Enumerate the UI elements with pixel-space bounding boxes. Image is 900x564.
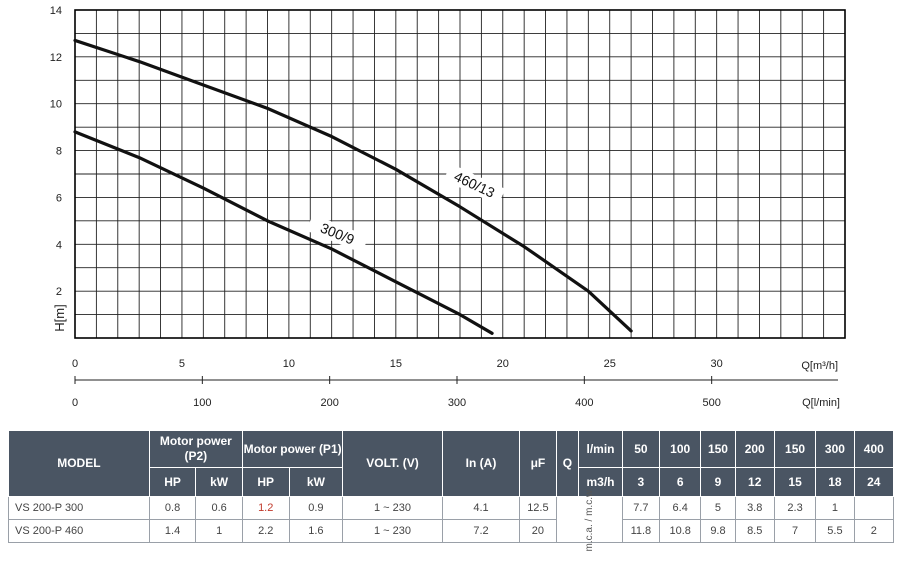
in-cell: 7.2	[441, 519, 521, 543]
volt-cell: 1 ~ 230	[342, 519, 443, 543]
y-tick-label: 6	[56, 192, 62, 204]
pump-curve-chart: 2 4 6 8 10 12 14 H[m] 0 5 10 15 20 25 30 Q[m³/h] 0 100 200…	[50, 5, 846, 409]
volt-header: VOLT. (V)	[342, 430, 443, 497]
hp-p1-header: HP	[241, 467, 290, 497]
m3h-value: 12	[734, 467, 775, 497]
motor-p2-header: Motor power (P2)	[148, 430, 243, 468]
x2-tick-label: 200	[320, 397, 338, 409]
y-tick-label: 10	[50, 99, 62, 111]
head-cell: 6.4	[658, 496, 702, 520]
table-header-row-2: HP kW HP kW m3/h 3 6 9 12 15 18 24	[9, 467, 895, 497]
m3h-value: 6	[658, 467, 702, 497]
hp1-cell: 1.2	[241, 496, 290, 520]
model-header: MODEL	[8, 430, 150, 497]
x-tick-label: 10	[283, 358, 295, 370]
kw-cell: 1	[195, 519, 243, 543]
m3h-value: 9	[700, 467, 736, 497]
curve-label-bg	[443, 163, 506, 206]
x-tick-label: 30	[711, 358, 723, 370]
lmin-label: l/min	[578, 430, 623, 468]
table-row: VS 200-P 300 0.8 0.6 1.2 0.9 1 ~ 230 4.1…	[8, 488, 895, 551]
x2-tick-label: 0	[72, 397, 78, 409]
model-cell: VS 200-P 300	[8, 496, 150, 520]
y-tick-label: 2	[56, 286, 62, 298]
unit-cell: m.c.a. / m.c.w.	[555, 488, 623, 551]
m3h-value: 3	[621, 467, 661, 497]
uf-cell: 20	[519, 519, 557, 543]
head-cell: 9.8	[700, 519, 736, 543]
y-axis-label: H[m]	[52, 304, 67, 331]
kw-p1-header: kW	[288, 467, 344, 497]
x-axis-label: Q[m³/h]	[801, 360, 838, 372]
head-cell: 7.7	[621, 496, 661, 520]
x-tick-label: 5	[179, 358, 185, 370]
unit-label: m.c.a. / m.c.w.	[583, 487, 595, 552]
head-cell: 7	[773, 519, 817, 543]
x2-tick-label: 100	[193, 397, 211, 409]
head-cell: 2.3	[773, 496, 817, 520]
lmin-value: 300	[815, 430, 855, 468]
lmin-value: 150	[773, 430, 817, 468]
hp-p2-header: HP	[148, 467, 197, 497]
lmin-value: 400	[853, 430, 895, 468]
pump-curve-300-9	[73, 130, 494, 335]
curve-label: 460/13	[452, 168, 498, 201]
lmin-value: 200	[734, 430, 775, 468]
head-cell: 5.5	[815, 519, 855, 543]
volt-cell: 1 ~ 230	[342, 496, 443, 520]
kw-cell: 0.6	[195, 496, 243, 520]
uf-cell: 12.5	[519, 496, 557, 520]
x-tick-label: 15	[390, 358, 402, 370]
kw1-cell: 0.9	[288, 496, 344, 520]
kw1-cell: 1.6	[288, 519, 344, 543]
uf-header: μF	[519, 430, 557, 497]
head-cell: 10.8	[658, 519, 702, 543]
x2-tick-label: 400	[575, 397, 593, 409]
hp-cell: 0.8	[148, 496, 197, 520]
table-row: VS 200-P 460 1.4 1 2.2 1.6 1 ~ 230 7.2 2…	[8, 519, 895, 543]
lmin-value: 100	[658, 430, 702, 468]
x-tick-label: 0	[72, 358, 78, 370]
y-tick-label: 4	[56, 239, 62, 251]
curve-label-bg	[306, 213, 369, 254]
m3h-value: 18	[815, 467, 855, 497]
curve-label: 300/9	[318, 220, 357, 248]
in-cell: 4.1	[441, 496, 521, 520]
in-header: In (A)	[441, 430, 521, 497]
table-header-row-1: MODEL Motor power (P2) Motor power (P1) …	[8, 430, 895, 497]
y-tick-label: 12	[50, 52, 62, 64]
curve-label-group: 300/9	[306, 213, 369, 254]
y-tick-label: 14	[50, 5, 62, 17]
kw-p2-header: kW	[195, 467, 243, 497]
head-cell: 1	[815, 496, 855, 520]
head-cell: 3.8	[734, 496, 775, 520]
model-cell: VS 200-P 460	[8, 519, 150, 543]
head-cell: 5	[700, 496, 736, 520]
head-cell: 2	[853, 519, 895, 543]
head-cell: 11.8	[621, 519, 661, 543]
m3h-label: m3/h	[578, 467, 623, 497]
y-tick-label: 8	[56, 146, 62, 158]
curve-label-group: 460/13	[443, 163, 506, 206]
spec-table: MODEL Motor power (P2) Motor power (P1) …	[8, 430, 895, 551]
motor-p1-header: Motor power (P1)	[241, 430, 344, 468]
x-tick-label: 20	[497, 358, 509, 370]
pump-curve-460-13	[73, 38, 633, 333]
x-tick-label: 25	[604, 358, 616, 370]
m3h-value: 15	[773, 467, 817, 497]
q-header: Q	[555, 430, 580, 497]
lmin-value: 50	[621, 430, 661, 468]
hp-cell: 1.4	[148, 519, 197, 543]
x2-axis-label: Q[l/min]	[802, 397, 840, 409]
m3h-value: 24	[853, 467, 895, 497]
head-cell: 8.5	[734, 519, 775, 543]
x2-tick-label: 300	[448, 397, 466, 409]
x2-tick-label: 500	[702, 397, 720, 409]
head-cell	[853, 496, 895, 520]
lmin-value: 150	[700, 430, 736, 468]
plot-frame	[74, 9, 846, 339]
hp1-cell: 2.2	[241, 519, 290, 543]
